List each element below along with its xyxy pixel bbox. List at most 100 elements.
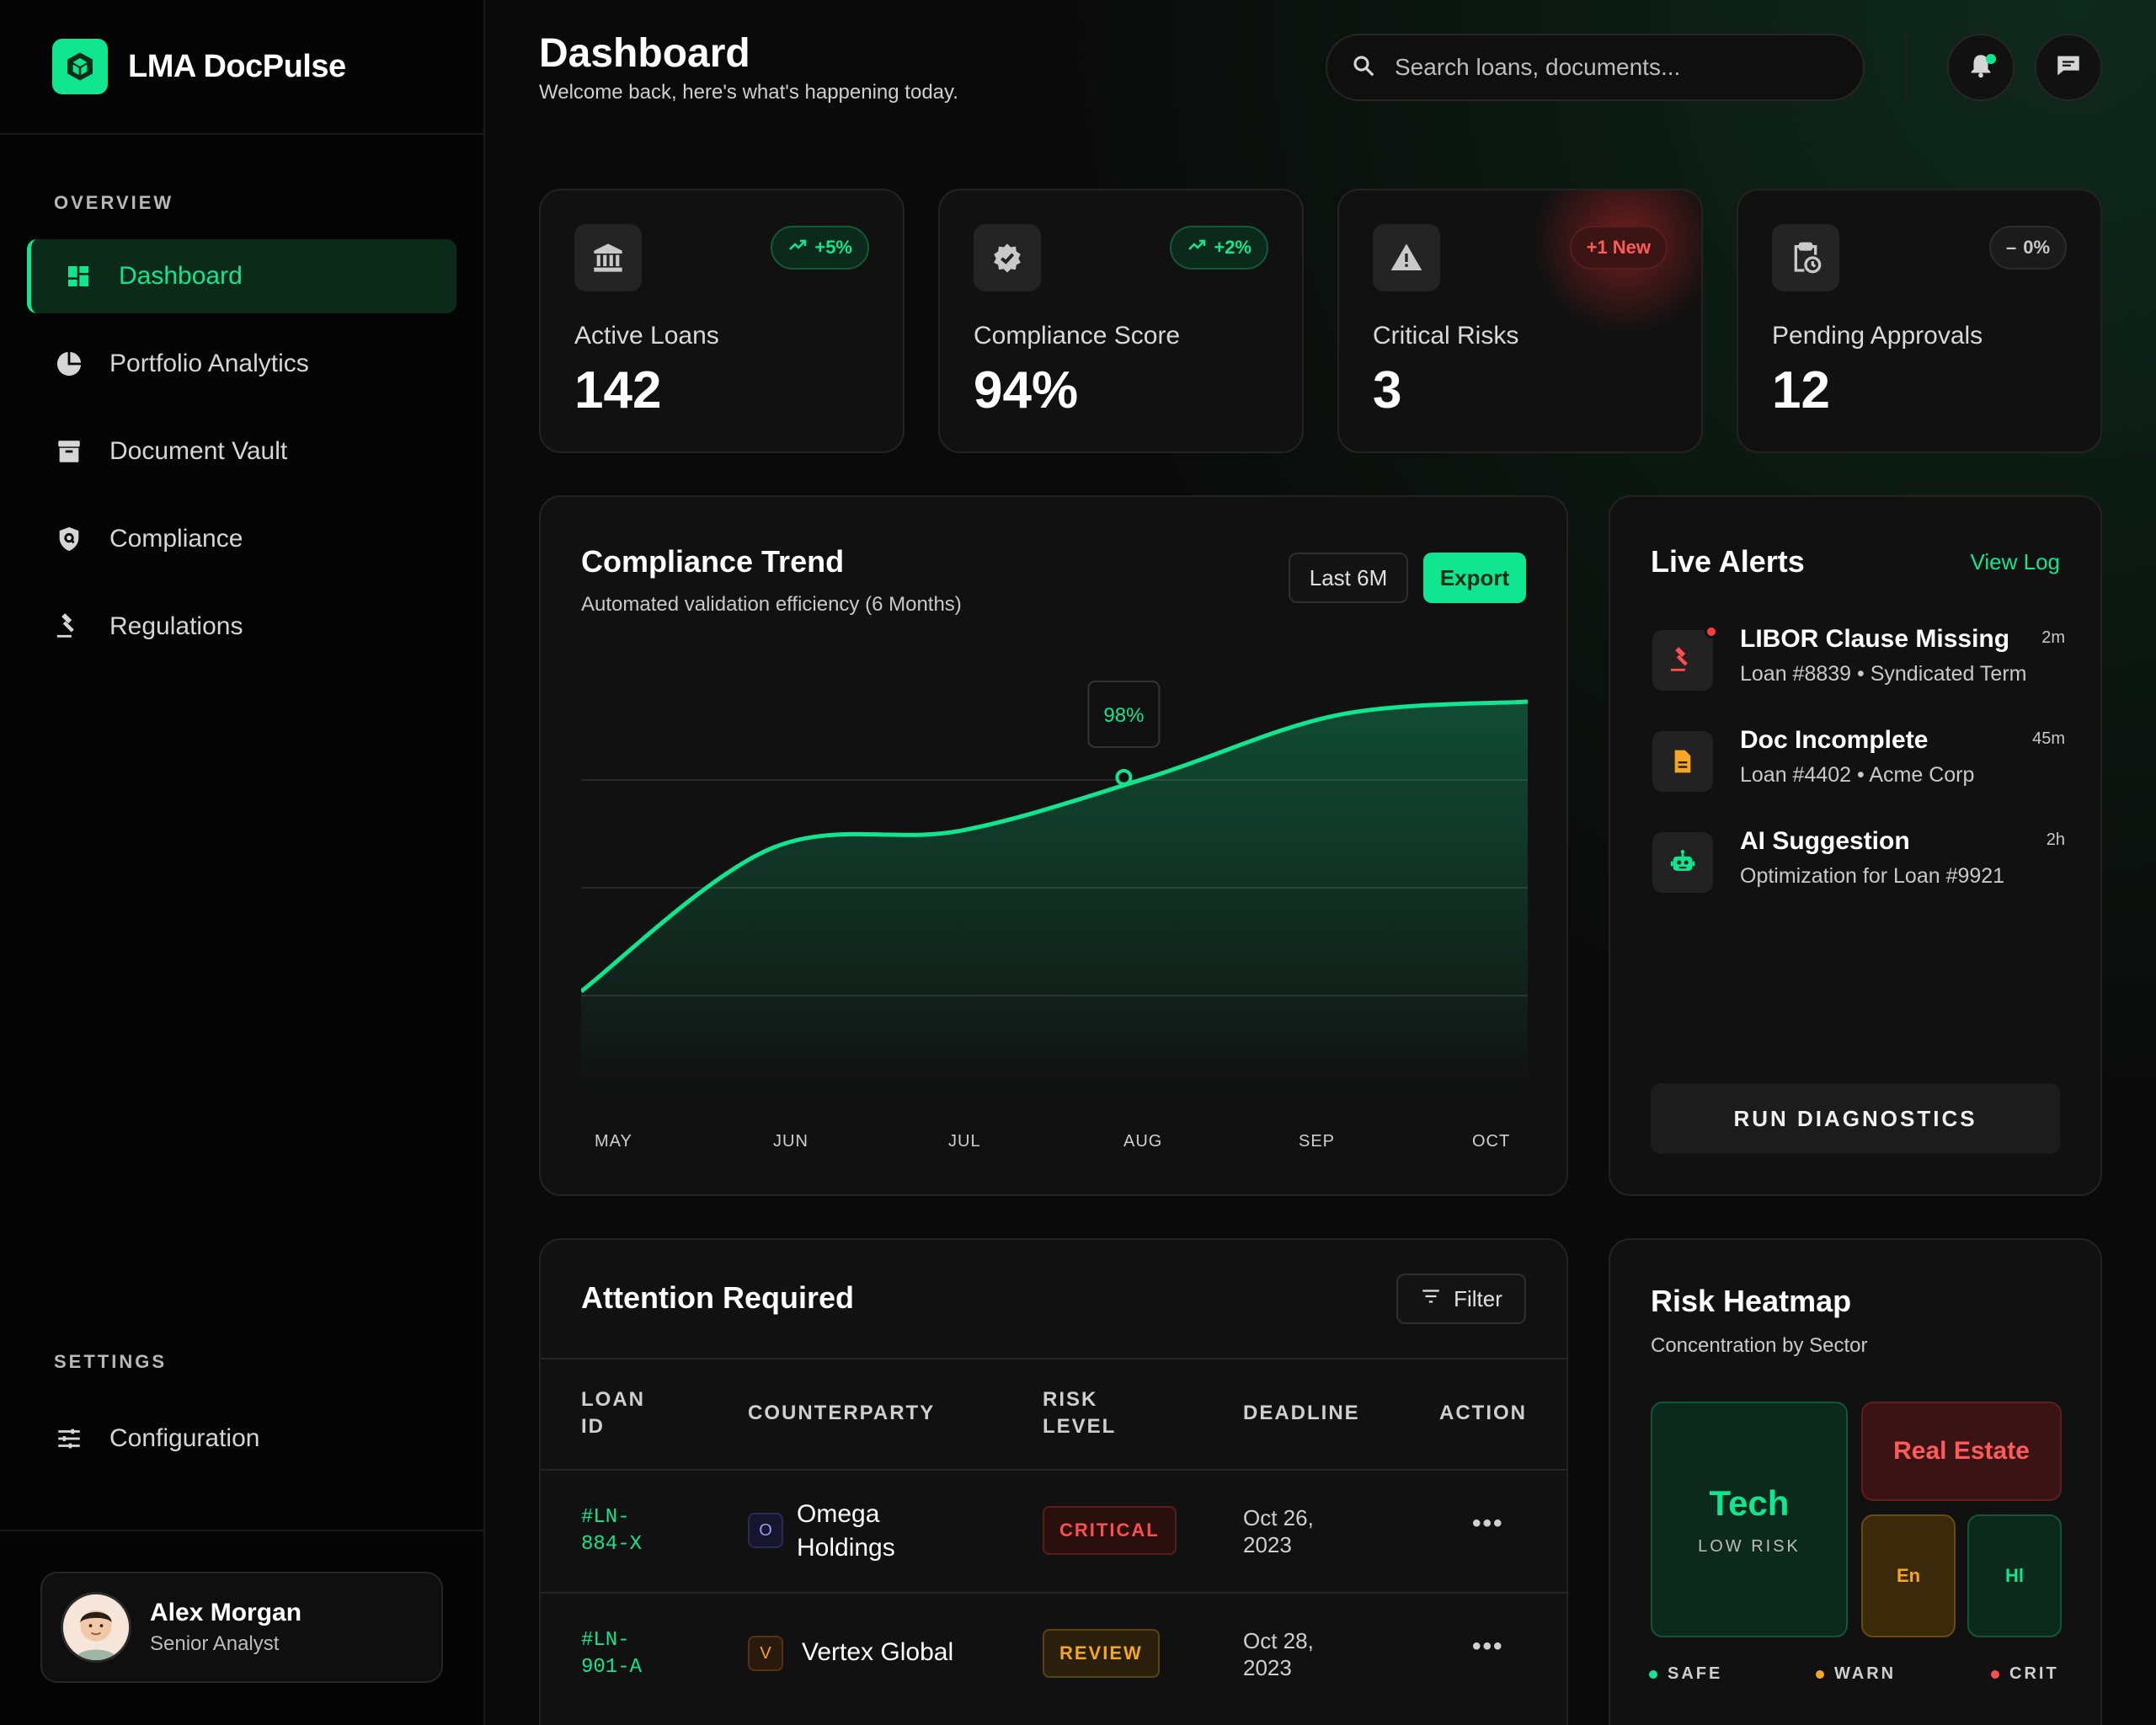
x-tick-label: SEP bbox=[1299, 1132, 1336, 1151]
stat-card-active-loans[interactable]: +5% Active Loans 142 bbox=[539, 189, 905, 453]
heatmap-tile-tech[interactable]: Tech LOW RISK bbox=[1651, 1402, 1848, 1637]
stat-value: 12 bbox=[1772, 361, 1830, 419]
alert-description: Loan #4402 • Acme Corp bbox=[1740, 763, 1975, 787]
filter-button[interactable]: Filter bbox=[1396, 1274, 1526, 1324]
column-header-risk-level: RISK LEVEL bbox=[1043, 1388, 1117, 1438]
page-title: Dashboard bbox=[539, 31, 750, 76]
sidebar-item-label: Portfolio Analytics bbox=[109, 350, 309, 377]
loan-id[interactable]: #LN-884-X bbox=[581, 1506, 643, 1556]
search-input[interactable] bbox=[1395, 54, 1816, 81]
heatmap-tile-health[interactable]: Hl bbox=[1967, 1514, 2062, 1637]
stat-value: 94% bbox=[974, 361, 1079, 419]
alert-time: 45m bbox=[2032, 729, 2065, 748]
column-header-action: ACTION bbox=[1439, 1402, 1527, 1424]
messages-button[interactable] bbox=[2035, 34, 2102, 101]
x-tick-label: JUL bbox=[948, 1132, 981, 1151]
more-actions-icon[interactable]: ••• bbox=[1472, 1509, 1504, 1537]
table-row[interactable]: #LN-901-A V Vertex Global REVIEW Oct 28,… bbox=[541, 1594, 1566, 1712]
divider bbox=[541, 1469, 1566, 1471]
stat-badge-text: +5% bbox=[814, 237, 852, 258]
area-fill bbox=[581, 701, 1528, 1095]
alert-title: Doc Incomplete bbox=[1740, 726, 1929, 754]
stat-value: 142 bbox=[574, 361, 662, 419]
stat-badge: +1 New bbox=[1569, 226, 1668, 270]
sidebar: LMA DocPulse OVERVIEW Dashboard Portfoli… bbox=[0, 0, 485, 1725]
user-name: Alex Morgan bbox=[150, 1599, 302, 1626]
brand[interactable]: LMA DocPulse bbox=[0, 0, 483, 135]
loan-id[interactable]: #LN-901-A bbox=[581, 1629, 643, 1679]
live-alerts-panel: Live Alerts View Log LIBOR Clause Missin… bbox=[1609, 495, 2102, 1196]
bank-icon bbox=[574, 224, 642, 291]
alert-item[interactable]: LIBOR Clause Missing Loan #8839 • Syndic… bbox=[1652, 625, 2065, 692]
stat-card-critical-risks[interactable]: +1 New Critical Risks 3 bbox=[1337, 189, 1703, 453]
nav-section-settings: SETTINGS bbox=[54, 1351, 168, 1372]
stat-card-compliance-score[interactable]: +2% Compliance Score 94% bbox=[938, 189, 1304, 453]
chat-icon bbox=[2054, 51, 2083, 84]
legend-dot bbox=[1649, 1669, 1657, 1679]
legend-label: CRIT bbox=[2009, 1664, 2059, 1683]
sidebar-item-document-vault[interactable]: Document Vault bbox=[27, 414, 456, 489]
sidebar-item-dashboard[interactable]: Dashboard bbox=[27, 239, 456, 313]
sidebar-item-label: Configuration bbox=[109, 1424, 260, 1452]
sidebar-item-regulations[interactable]: Regulations bbox=[27, 590, 456, 664]
run-diagnostics-button[interactable]: RUN DIAGNOSTICS bbox=[1651, 1083, 2060, 1154]
stat-badge-text: +1 New bbox=[1586, 237, 1651, 258]
stat-label: Compliance Score bbox=[974, 322, 1181, 350]
legend-safe: SAFE bbox=[1649, 1664, 1722, 1684]
notifications-button[interactable] bbox=[1947, 34, 2015, 101]
alert-time: 2h bbox=[2046, 830, 2065, 849]
divider bbox=[541, 1358, 1566, 1359]
tooltip-label: 98% bbox=[1103, 704, 1144, 727]
legend-label: SAFE bbox=[1668, 1664, 1723, 1683]
alert-description: Loan #8839 • Syndicated Term bbox=[1740, 662, 2027, 686]
more-actions-icon[interactable]: ••• bbox=[1472, 1632, 1504, 1660]
notification-dot bbox=[1986, 54, 1996, 64]
unread-dot bbox=[1705, 625, 1718, 638]
verified-badge-icon bbox=[974, 224, 1041, 291]
sidebar-item-configuration[interactable]: Configuration bbox=[27, 1402, 456, 1476]
search-bar[interactable] bbox=[1326, 34, 1865, 101]
view-log-link[interactable]: View Log bbox=[1970, 549, 2061, 574]
stat-badge: – 0% bbox=[1988, 226, 2067, 270]
document-icon bbox=[1652, 731, 1713, 792]
user-card[interactable]: Alex Morgan Senior Analyst bbox=[40, 1572, 443, 1683]
stat-card-pending-approvals[interactable]: – 0% Pending Approvals 12 bbox=[1737, 189, 2102, 453]
heatmap-tile-real-estate[interactable]: Real Estate bbox=[1861, 1402, 2062, 1501]
stat-badge: +5% bbox=[771, 226, 869, 270]
range-button[interactable]: Last 6M bbox=[1289, 553, 1408, 603]
sliders-icon bbox=[54, 1423, 84, 1454]
alert-time: 2m bbox=[2041, 628, 2065, 647]
alert-title: AI Suggestion bbox=[1740, 827, 1910, 855]
highlight-point[interactable] bbox=[1115, 768, 1133, 786]
trending-up-icon bbox=[787, 235, 808, 260]
attention-required-panel: Attention Required Filter LOAN ID COUNTE… bbox=[539, 1238, 1568, 1725]
stat-label: Critical Risks bbox=[1373, 322, 1519, 350]
panel-title: Attention Required bbox=[581, 1280, 854, 1315]
export-button[interactable]: Export bbox=[1423, 553, 1526, 603]
table-row[interactable]: #LN-884-X O Omega Holdings CRITICAL Oct … bbox=[541, 1471, 1566, 1592]
column-header-loan-id: LOAN ID bbox=[581, 1388, 645, 1438]
trend-chart: 98% bbox=[581, 680, 1528, 1095]
alert-item[interactable]: Doc Incomplete Loan #4402 • Acme Corp 45… bbox=[1652, 726, 2065, 793]
x-tick-label: OCT bbox=[1472, 1132, 1511, 1151]
sidebar-item-compliance[interactable]: Compliance bbox=[27, 502, 456, 576]
alert-item[interactable]: AI Suggestion Optimization for Loan #992… bbox=[1652, 827, 2065, 895]
sidebar-item-label: Document Vault bbox=[109, 437, 288, 465]
heatmap-tile-energy[interactable]: En bbox=[1861, 1514, 1956, 1637]
archive-icon bbox=[54, 436, 84, 467]
bell-icon bbox=[1967, 51, 1995, 84]
panel-subtitle: Automated validation efficiency (6 Month… bbox=[581, 593, 962, 616]
minus-icon: – bbox=[2005, 237, 2017, 258]
panel-subtitle: Concentration by Sector bbox=[1651, 1334, 1868, 1357]
nav-overview: Dashboard Portfolio Analytics Document V… bbox=[0, 239, 483, 677]
risk-heatmap-panel: Risk Heatmap Concentration by Sector Tec… bbox=[1609, 1238, 2102, 1725]
filter-label: Filter bbox=[1454, 1285, 1502, 1311]
deadline: Oct 26, 2023 bbox=[1243, 1505, 1314, 1557]
panel-title: Risk Heatmap bbox=[1651, 1284, 1852, 1318]
tooltip-box bbox=[1087, 680, 1161, 748]
search-icon bbox=[1351, 53, 1376, 83]
sidebar-item-portfolio-analytics[interactable]: Portfolio Analytics bbox=[27, 327, 456, 401]
pie-chart-icon bbox=[54, 349, 84, 379]
column-header-deadline: DEADLINE bbox=[1243, 1402, 1360, 1424]
robot-icon bbox=[1652, 832, 1713, 893]
